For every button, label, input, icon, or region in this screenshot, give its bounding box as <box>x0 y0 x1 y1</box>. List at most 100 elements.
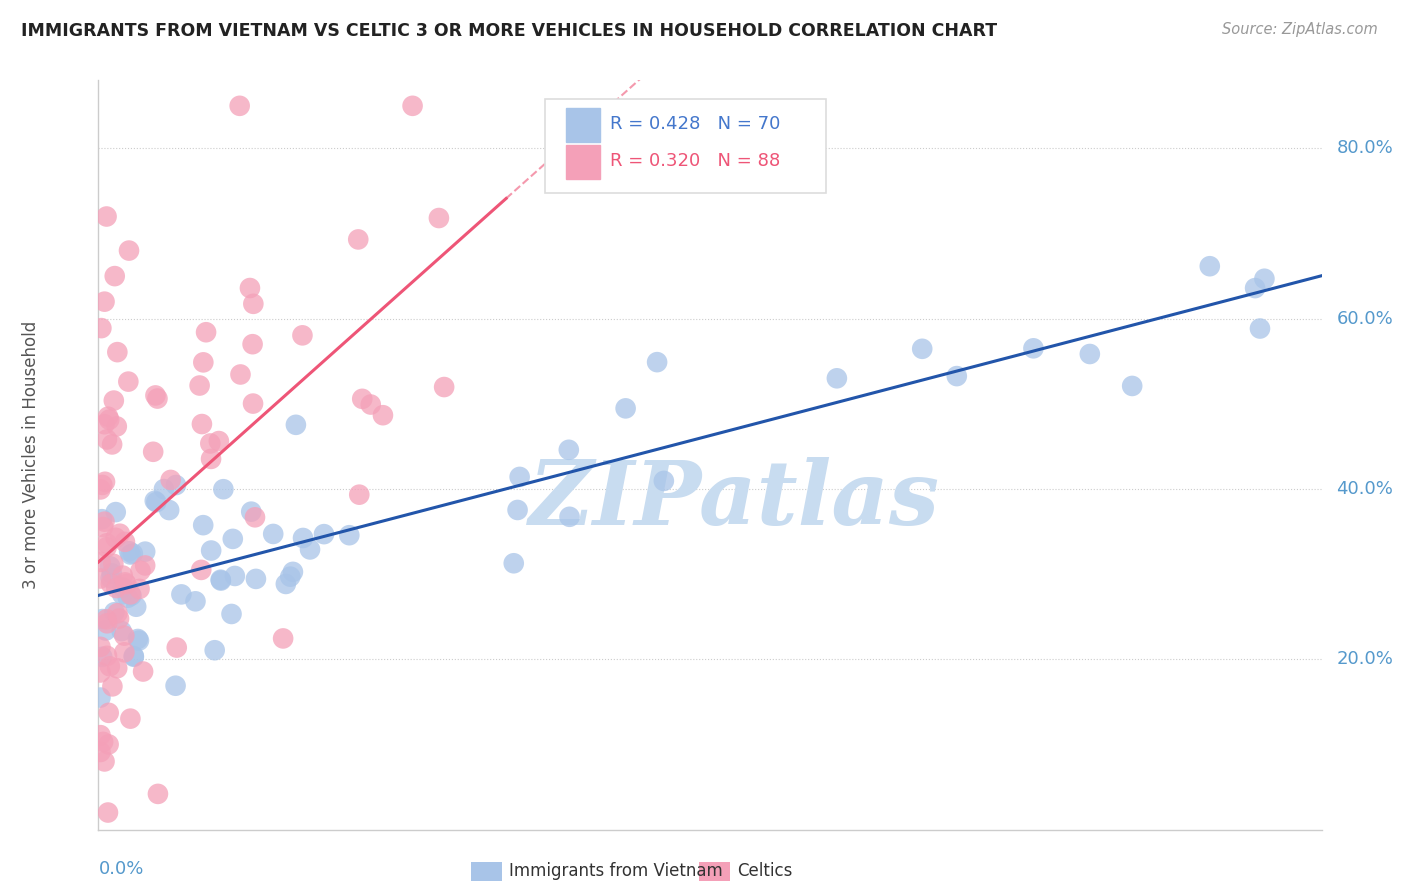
Point <box>1253 272 1275 286</box>
Point <box>96 541 118 555</box>
Point <box>911 342 934 356</box>
Point <box>115 577 138 591</box>
Point <box>209 574 232 588</box>
Point <box>121 589 143 603</box>
Text: 80.0%: 80.0% <box>1336 139 1393 157</box>
Point <box>222 532 245 546</box>
Point <box>191 417 214 431</box>
Point <box>193 355 215 369</box>
Point <box>120 587 142 601</box>
Point <box>243 510 266 524</box>
Point <box>157 503 180 517</box>
Point <box>502 556 524 570</box>
Point <box>274 577 297 591</box>
Point <box>98 659 121 673</box>
Point <box>165 478 187 492</box>
Point <box>91 520 114 534</box>
Point <box>89 745 111 759</box>
Point <box>1244 281 1267 295</box>
Point <box>1249 321 1271 335</box>
Point <box>153 482 176 496</box>
Text: 20.0%: 20.0% <box>1336 650 1393 668</box>
Point <box>1078 347 1101 361</box>
Point <box>100 576 122 591</box>
Point <box>159 473 181 487</box>
Point <box>143 493 166 508</box>
Point <box>212 482 235 496</box>
Point <box>89 728 111 742</box>
Point <box>221 607 243 621</box>
Point <box>224 569 246 583</box>
Point <box>111 568 134 582</box>
Text: 0.0%: 0.0% <box>98 860 143 878</box>
Point <box>105 581 128 595</box>
FancyBboxPatch shape <box>565 145 600 179</box>
Point <box>118 244 141 258</box>
Point <box>103 605 125 619</box>
Point <box>129 564 152 578</box>
Text: 3 or more Vehicles in Household: 3 or more Vehicles in Household <box>22 321 41 589</box>
Point <box>128 582 150 596</box>
Point <box>120 548 142 562</box>
Point <box>242 297 264 311</box>
Point <box>262 527 284 541</box>
Point <box>242 396 264 410</box>
Point <box>114 575 136 590</box>
Point <box>1121 379 1143 393</box>
Point <box>558 442 581 457</box>
Point <box>117 591 139 605</box>
Point <box>100 571 122 585</box>
Point <box>292 531 315 545</box>
Text: R = 0.320   N = 88: R = 0.320 N = 88 <box>610 153 780 170</box>
Point <box>90 512 112 526</box>
Point <box>195 325 218 339</box>
Point <box>558 509 581 524</box>
Point <box>242 337 264 351</box>
Point <box>96 210 118 224</box>
Point <box>96 648 118 663</box>
Point <box>104 505 127 519</box>
Text: Celtics: Celtics <box>737 863 792 880</box>
Point <box>103 393 125 408</box>
Point <box>360 398 382 412</box>
Point <box>93 417 115 432</box>
Point <box>108 526 131 541</box>
Point <box>89 640 111 654</box>
Point <box>96 536 118 550</box>
Point <box>121 547 143 561</box>
Point <box>229 368 252 382</box>
Point <box>200 451 222 466</box>
Point <box>120 712 142 726</box>
Point <box>337 528 360 542</box>
Point <box>118 544 141 558</box>
Point <box>228 99 250 113</box>
Point <box>108 611 131 625</box>
Point <box>652 474 675 488</box>
Point <box>96 612 118 626</box>
Point <box>614 401 637 416</box>
Point <box>101 437 124 451</box>
Point <box>117 375 139 389</box>
Point <box>91 478 114 492</box>
Point <box>184 594 207 608</box>
FancyBboxPatch shape <box>546 99 827 193</box>
Point <box>371 408 394 422</box>
Point <box>1022 341 1045 355</box>
Point <box>97 805 120 820</box>
Point <box>146 392 169 406</box>
Point <box>104 531 127 545</box>
Point <box>98 559 121 574</box>
Text: R = 0.428   N = 70: R = 0.428 N = 70 <box>610 115 780 133</box>
Point <box>347 232 370 246</box>
Point <box>89 572 111 586</box>
Point <box>239 281 262 295</box>
Point <box>509 470 531 484</box>
Point <box>284 417 307 432</box>
Point <box>291 328 314 343</box>
Point <box>122 649 145 664</box>
Point <box>645 355 668 369</box>
Point <box>278 569 301 583</box>
Point <box>298 542 321 557</box>
Point <box>946 369 969 384</box>
Point <box>1198 259 1220 273</box>
